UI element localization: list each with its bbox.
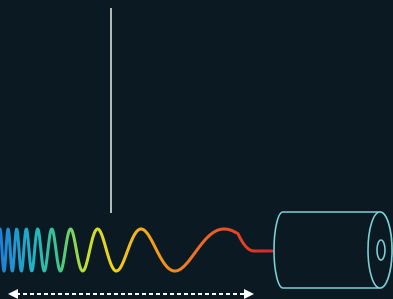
illustration <box>0 0 393 299</box>
page: {} (() => { const pts = []; let phase = … <box>0 0 393 299</box>
cylinder-hole <box>377 240 385 260</box>
cylinder <box>274 212 392 288</box>
